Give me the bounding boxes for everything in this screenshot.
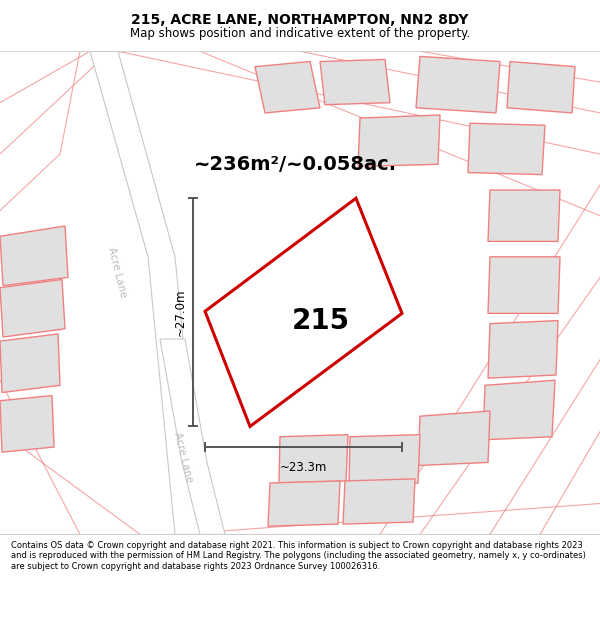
Polygon shape: [343, 479, 415, 524]
Polygon shape: [255, 61, 320, 113]
Polygon shape: [483, 380, 555, 440]
Polygon shape: [349, 434, 420, 485]
Polygon shape: [0, 396, 54, 452]
Polygon shape: [0, 226, 68, 286]
Polygon shape: [320, 59, 390, 105]
Polygon shape: [205, 198, 402, 426]
Polygon shape: [468, 123, 545, 174]
Polygon shape: [416, 56, 500, 113]
Text: 215: 215: [292, 307, 350, 334]
Polygon shape: [358, 115, 440, 166]
Text: Contains OS data © Crown copyright and database right 2021. This information is : Contains OS data © Crown copyright and d…: [11, 541, 586, 571]
Polygon shape: [488, 321, 558, 378]
Polygon shape: [488, 257, 560, 313]
Text: Map shows position and indicative extent of the property.: Map shows position and indicative extent…: [130, 27, 470, 40]
Polygon shape: [279, 434, 348, 483]
Polygon shape: [507, 61, 575, 113]
Polygon shape: [488, 190, 560, 241]
Polygon shape: [418, 411, 490, 466]
Text: ~23.3m: ~23.3m: [280, 461, 327, 474]
Text: ~236m²/~0.058ac.: ~236m²/~0.058ac.: [193, 155, 397, 174]
Polygon shape: [268, 481, 340, 526]
Text: Acre Lane: Acre Lane: [106, 246, 128, 299]
Polygon shape: [0, 279, 65, 337]
Text: 215, ACRE LANE, NORTHAMPTON, NN2 8DY: 215, ACRE LANE, NORTHAMPTON, NN2 8DY: [131, 12, 469, 27]
Polygon shape: [90, 51, 200, 534]
Polygon shape: [160, 339, 225, 534]
Text: ~27.0m: ~27.0m: [174, 289, 187, 336]
Polygon shape: [0, 334, 60, 392]
Text: Acre Lane: Acre Lane: [172, 431, 194, 484]
